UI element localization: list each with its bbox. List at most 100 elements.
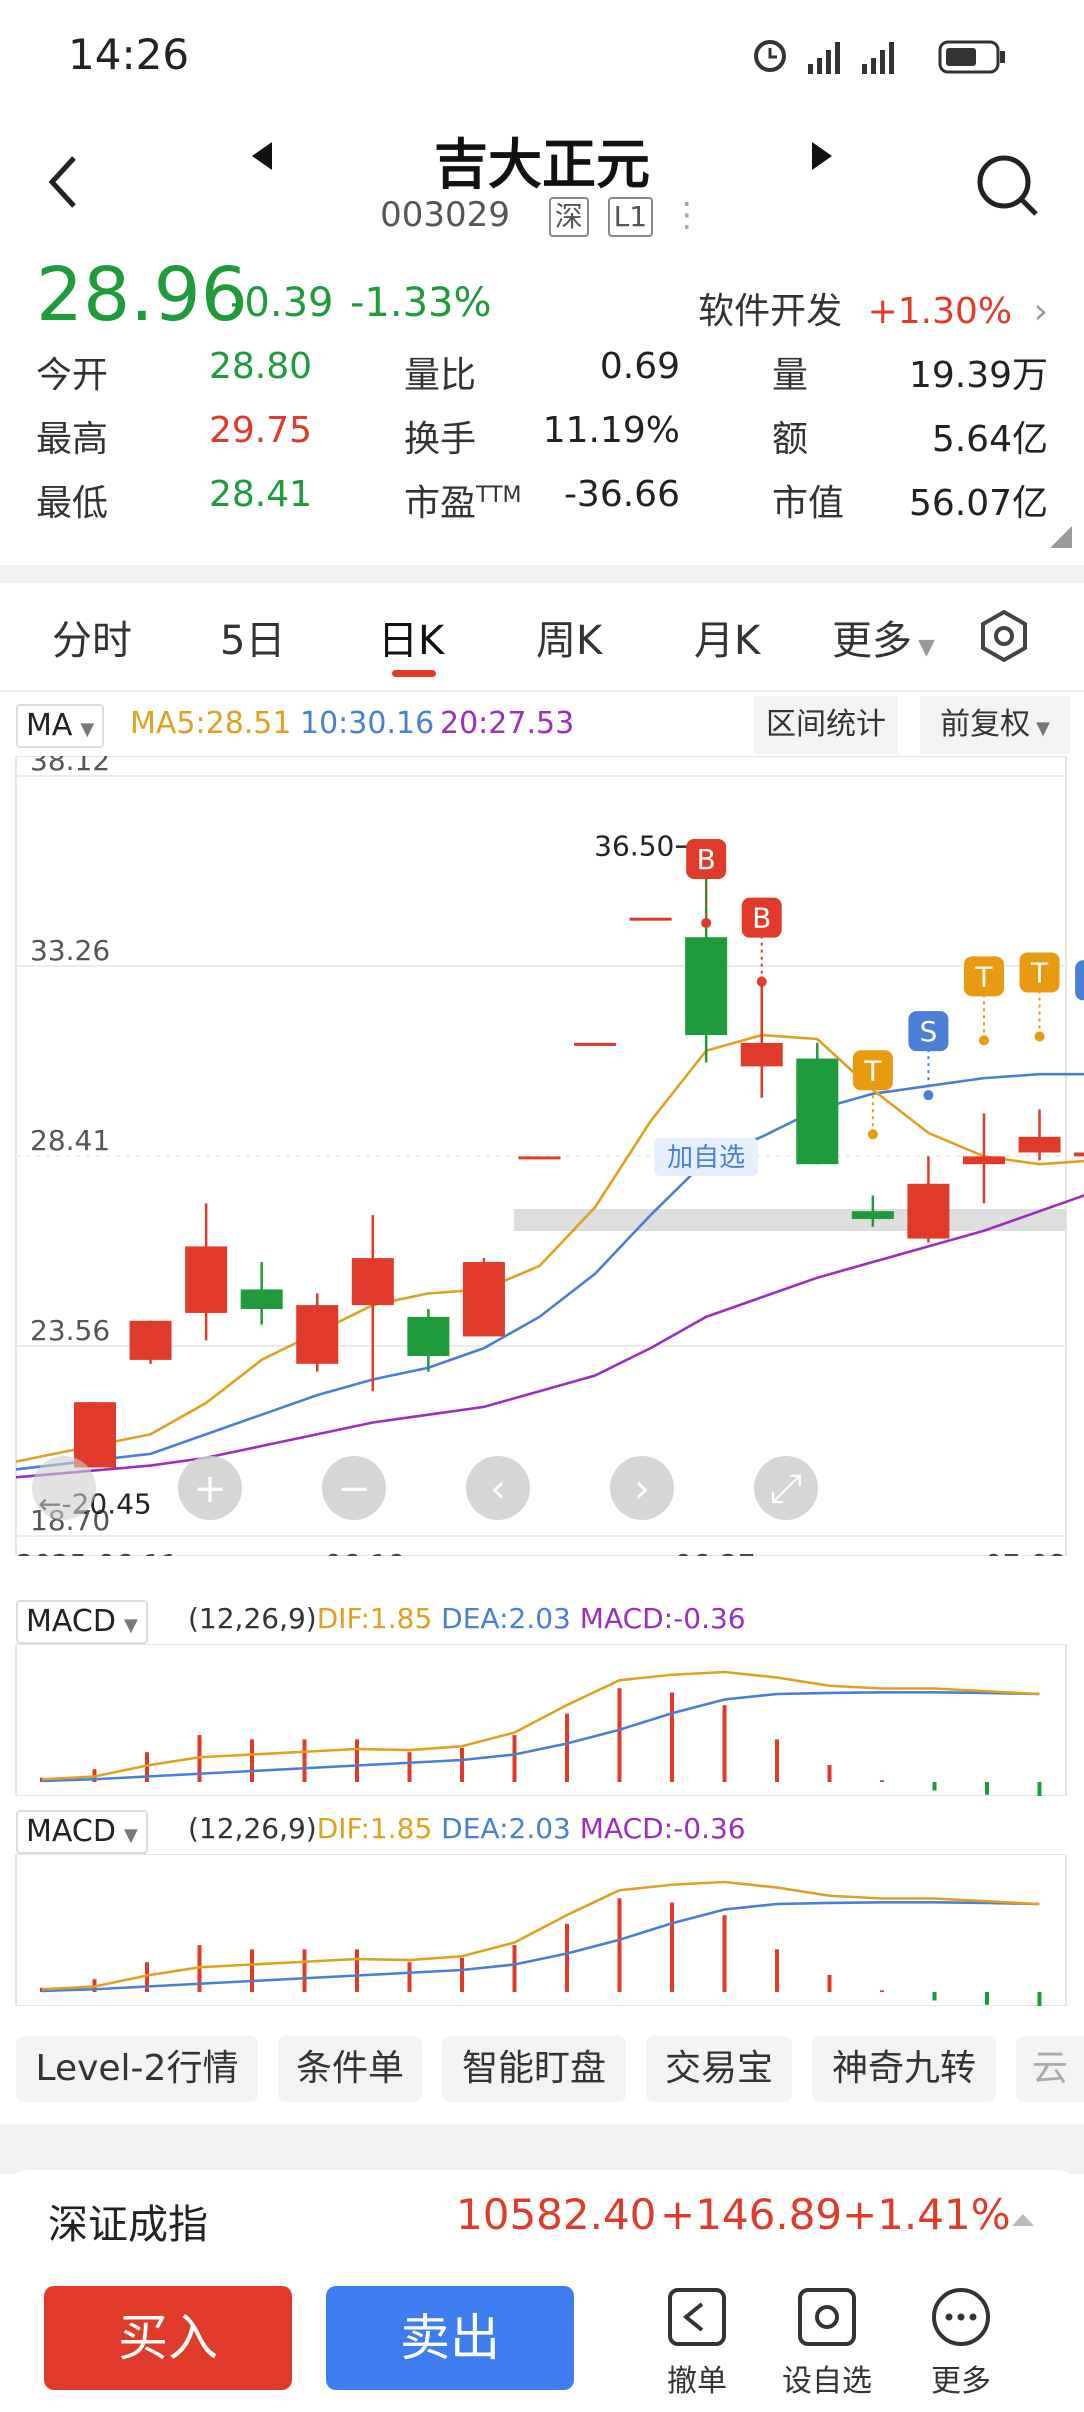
candle-body (796, 1058, 839, 1165)
sector-link[interactable]: 软件开发 +1.30% › (698, 282, 1048, 334)
macd-params: (12,26,9) (188, 1602, 317, 1635)
quote-value: 28.41 (208, 474, 312, 515)
tab-more[interactable]: 更多 ▼ (832, 608, 935, 666)
sector-name: 软件开发 (698, 291, 843, 332)
function-level2[interactable]: Level-2行情 (16, 2036, 258, 2102)
scroll-start-icon[interactable] (32, 1456, 96, 1520)
add-watch-label: 设自选 (782, 2364, 872, 2399)
index-name: 深证成指 (48, 2202, 208, 2248)
tab-monthly-k[interactable]: 月K (694, 618, 761, 664)
trade-mark-badge (1075, 960, 1084, 1001)
quote-label: 今开 (36, 355, 109, 396)
sell-button[interactable]: 卖出 (326, 2286, 574, 2390)
x-tick-label: 06-27 (674, 1548, 755, 1556)
tab-daily-k[interactable]: 日K (378, 618, 445, 664)
macd-legend: (12,26,9)DIF:1.85 DEA:2.03 MACD:-0.36 (188, 1602, 746, 1635)
tab-weekly-k[interactable]: 周K (536, 618, 603, 664)
tab-5day[interactable]: 5日 (220, 618, 286, 664)
quote-label: 最低 (36, 483, 109, 524)
chart-settings-icon[interactable] (976, 608, 1032, 664)
tab-more-label: 更多 (832, 618, 912, 664)
ma20-value: 20:27.53 (440, 706, 575, 741)
ma10-value: 10:30.16 (300, 706, 435, 741)
trade-mark-badge (686, 838, 727, 879)
prev-stock-icon[interactable] (246, 138, 276, 174)
x-tick-label: 2025-06-11 (16, 1548, 179, 1556)
kline-chart[interactable]: 38.1233.2628.4123.5618.702025-06-1106-19… (0, 756, 1084, 1556)
quote-value: 56.07亿 (908, 483, 1048, 524)
tab-fenshi[interactable]: 分时 (52, 618, 132, 664)
adjust-select[interactable]: 前复权 ▼ (920, 696, 1070, 754)
ma5-line (15, 1033, 1084, 1463)
quote-panel: 28.96 -0.39 -1.33% 软件开发 +1.30% › 今开 28.80… (0, 250, 1084, 550)
more-label: 更多 (931, 2364, 991, 2399)
expand-corner-icon[interactable] (1050, 526, 1072, 548)
function-cloud[interactable]: 云 (1016, 2036, 1084, 2102)
candle-body (851, 1211, 894, 1220)
x-tick-label: 06-19 (324, 1548, 405, 1556)
cancel-order-label: 撤单 (667, 2364, 727, 2399)
back-icon[interactable] (44, 152, 80, 212)
dea-line (41, 1691, 1040, 1783)
candle-body (1074, 1152, 1084, 1157)
cancel-order-button[interactable]: 撤单 (642, 2286, 752, 2400)
level-tag[interactable]: L1 (607, 197, 654, 237)
resistance-band (514, 1209, 1066, 1232)
more-bottom-button[interactable]: 更多 (906, 2286, 1016, 2400)
add-watch-bottom-button[interactable]: 设自选 (772, 2286, 882, 2400)
range-stats-button[interactable]: 区间统计 (754, 696, 898, 754)
trade-mark-dot (701, 917, 712, 928)
macd-chart-2[interactable] (0, 1854, 1084, 2006)
macd-indicator-select[interactable]: MACD ▼ (16, 1600, 148, 1644)
expand-up-icon[interactable] (1010, 2210, 1036, 2230)
trade-mark-dot (978, 1035, 989, 1046)
candle-body (129, 1320, 172, 1360)
macd-indicator-label: MACD (26, 1604, 116, 1639)
buy-button[interactable]: 买入 (44, 2286, 292, 2390)
candle-body (962, 1156, 1005, 1165)
y-tick-label: 28.41 (30, 1124, 110, 1157)
caret-down-icon: ▼ (123, 1615, 138, 1636)
zoom-out-icon[interactable] (322, 1456, 386, 1520)
market-tag: 深 (548, 197, 589, 237)
quote-label: 最高 (36, 419, 109, 460)
caret-down-icon: ▼ (1036, 718, 1050, 739)
candle-body (351, 1258, 394, 1306)
function-condition-order[interactable]: 条件单 (278, 2036, 422, 2102)
candle-body (407, 1316, 450, 1356)
search-icon[interactable] (972, 150, 1042, 220)
index-bar[interactable]: 深证成指 10582.40 +146.89 +1.41% (0, 2170, 1084, 2280)
quote-label: 量 (772, 355, 809, 396)
index-pct: +1.41% (842, 2190, 1011, 2239)
candle-body (574, 1042, 617, 1046)
function-magic-nine[interactable]: 神奇九转 (812, 2036, 996, 2102)
macd-frame (15, 1644, 1067, 1796)
scroll-right-icon[interactable] (610, 1456, 674, 1520)
price-change: -0.39 (230, 280, 334, 326)
more-dots-icon[interactable]: ⋮ (669, 195, 704, 235)
quote-label: 市值 (772, 483, 845, 524)
candle-body (629, 917, 672, 921)
trade-mark-text: T (863, 1054, 882, 1087)
macd-value: MACD:-0.36 (579, 1812, 746, 1845)
trade-mark-badge (852, 1050, 893, 1091)
ma10-line (15, 1072, 1084, 1471)
trade-mark-dot (867, 1129, 878, 1140)
function-smart-watch[interactable]: 智能盯盘 (442, 2036, 626, 2102)
status-icons (754, 40, 1005, 74)
zoom-in-icon[interactable] (178, 1456, 242, 1520)
ma-indicator-select[interactable]: MA ▼ (16, 704, 105, 748)
caret-down-icon: ▼ (80, 719, 95, 740)
fullscreen-icon[interactable] (754, 1456, 818, 1520)
quote-label: 量比 (404, 355, 477, 396)
scroll-left-icon[interactable] (466, 1456, 530, 1520)
dif-line (41, 1670, 1040, 1781)
trade-mark-text: T (1030, 956, 1049, 989)
caret-down-icon: ▼ (918, 635, 935, 660)
function-jiaoyibao[interactable]: 交易宝 (646, 2036, 792, 2102)
scroll-right-icon-glyph: › (634, 1466, 650, 1512)
cancel-order-icon (668, 2288, 726, 2346)
next-stock-icon[interactable] (808, 138, 838, 174)
macd-chart-1[interactable] (0, 1644, 1084, 1796)
macd-indicator-select-2[interactable]: MACD ▼ (16, 1810, 148, 1854)
